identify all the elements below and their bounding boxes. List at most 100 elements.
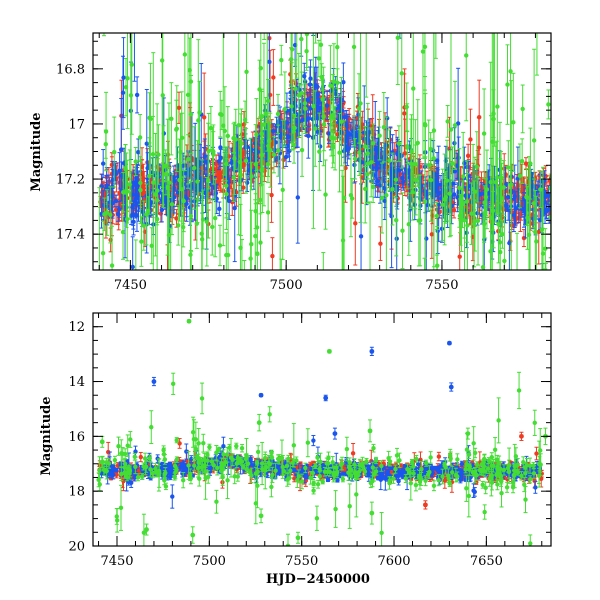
- y-tick-label: 12: [68, 320, 85, 335]
- data-point: [266, 115, 271, 177]
- data-point: [295, 151, 300, 244]
- data-point: [207, 443, 212, 451]
- data-point: [533, 189, 538, 270]
- y-tick-label: 17.4: [56, 228, 85, 243]
- x-tick-label: 7550: [285, 554, 318, 569]
- data-point: [431, 480, 437, 492]
- data-point: [271, 136, 277, 174]
- data-point: [511, 72, 516, 172]
- data-point: [482, 504, 487, 520]
- outlier-point: [190, 526, 196, 544]
- data-point: [515, 232, 520, 270]
- bottom-panel-data: [96, 318, 548, 546]
- data-point: [431, 33, 437, 268]
- data-point: [191, 126, 197, 210]
- data-point: [484, 149, 490, 230]
- data-point: [211, 124, 216, 185]
- data-point: [497, 121, 503, 270]
- data-point: [465, 143, 471, 168]
- data-point: [110, 187, 115, 219]
- data-point: [170, 372, 176, 395]
- data-point: [243, 127, 249, 194]
- data-point: [316, 92, 322, 108]
- data-point: [365, 148, 371, 180]
- data-point: [370, 123, 376, 164]
- y-tick-label: 18: [68, 485, 85, 500]
- data-point: [488, 61, 493, 270]
- data-point: [474, 131, 480, 203]
- data-point: [123, 144, 128, 195]
- data-point: [206, 112, 211, 190]
- data-point: [227, 0, 231, 8]
- data-point: [324, 90, 330, 121]
- y-tick-label: 16.8: [56, 62, 85, 77]
- data-point: [262, 33, 267, 40]
- data-point: [546, 185, 551, 206]
- data-point: [508, 33, 513, 209]
- data-point: [337, 113, 342, 193]
- data-point: [313, 0, 317, 13]
- data-point: [144, 183, 149, 246]
- y-tick-label: 14: [68, 375, 85, 390]
- data-point: [234, 442, 239, 450]
- y-tick-label: 17.2: [56, 173, 85, 188]
- data-point: [196, 427, 201, 459]
- data-point: [381, 91, 387, 163]
- data-point: [239, 108, 244, 179]
- data-point: [118, 484, 124, 531]
- data-point: [519, 138, 525, 184]
- data-point: [411, 33, 416, 194]
- x-tick-label: 7500: [193, 554, 226, 569]
- data-point: [506, 140, 511, 195]
- data-point: [368, 201, 373, 270]
- data-point: [304, 33, 309, 71]
- data-point: [299, 71, 304, 115]
- data-point: [435, 226, 440, 270]
- bottom-ylabel: Magnitude: [39, 396, 54, 475]
- data-point: [520, 84, 525, 134]
- data-point: [450, 146, 455, 181]
- data-point: [161, 125, 166, 209]
- data-point: [117, 296, 121, 338]
- data-point: [184, 185, 189, 222]
- data-point: [379, 512, 384, 546]
- data-point: [267, 406, 272, 423]
- data-point: [130, 236, 135, 270]
- data-point: [288, 33, 294, 88]
- data-point: [542, 201, 548, 224]
- x-tick-label: 7600: [377, 554, 410, 569]
- data-point: [452, 127, 457, 160]
- data-point: [371, 443, 376, 453]
- data-point: [313, 33, 318, 44]
- data-point: [123, 284, 127, 469]
- outlier-point: [326, 348, 332, 354]
- data-point: [511, 198, 517, 233]
- data-point: [169, 173, 175, 236]
- data-point: [333, 490, 338, 528]
- data-point: [447, 150, 452, 238]
- data-point: [117, 152, 122, 190]
- data-point: [239, 443, 245, 453]
- data-point: [328, 98, 333, 137]
- outlier-point: [369, 346, 375, 356]
- data-point: [318, 33, 324, 81]
- outlier-point: [519, 431, 524, 441]
- data-point: [464, 33, 469, 122]
- data-point: [428, 353, 432, 440]
- data-point: [323, 159, 328, 230]
- outlier-point: [256, 413, 262, 432]
- data-point: [271, 49, 276, 106]
- data-point: [123, 58, 129, 117]
- data-point: [317, 112, 322, 191]
- data-point: [490, 190, 496, 231]
- data-point: [432, 465, 437, 471]
- data-point: [481, 205, 487, 243]
- data-point: [261, 42, 267, 207]
- data-point: [304, 474, 310, 480]
- data-point: [507, 210, 512, 270]
- data-point: [347, 483, 352, 529]
- data-point: [361, 0, 365, 29]
- x-tick-label: 7450: [114, 278, 147, 293]
- data-point: [413, 144, 418, 216]
- data-point: [302, 62, 307, 90]
